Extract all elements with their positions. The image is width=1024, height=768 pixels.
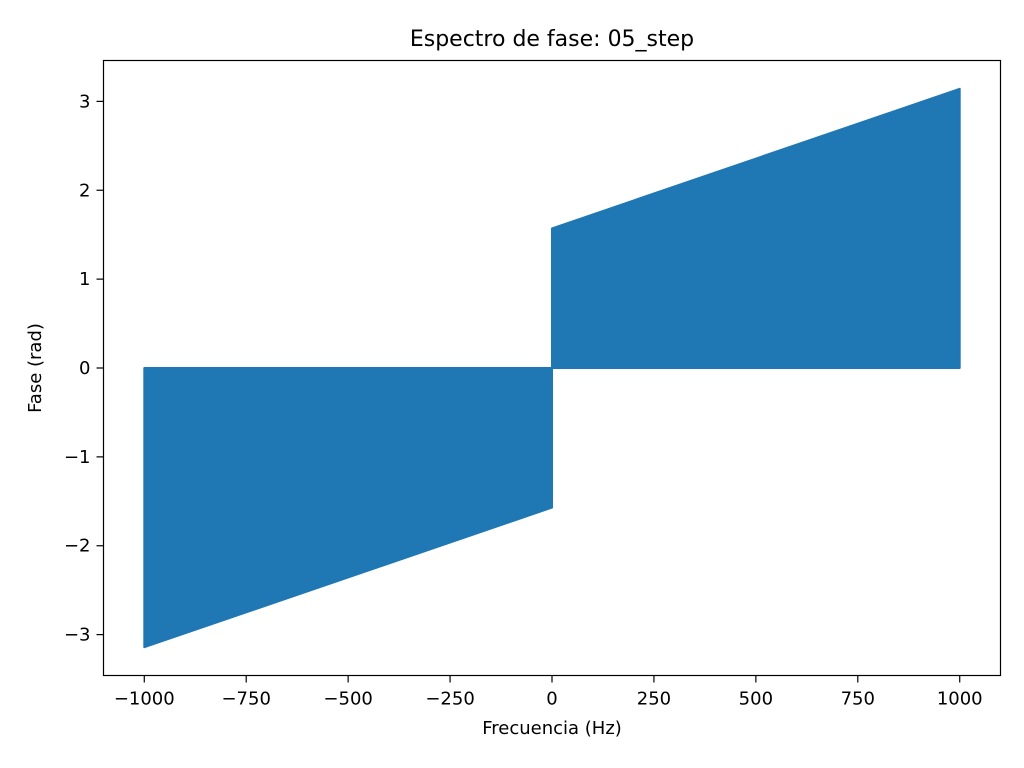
x-tick-label: 750 <box>841 689 875 710</box>
y-tick-label: 0 <box>79 358 90 379</box>
y-tick-label: −3 <box>64 625 91 646</box>
x-tick-label: −250 <box>425 689 474 710</box>
y-axis-label: Fase (rad) <box>25 323 46 413</box>
y-tick-label: −2 <box>64 536 91 557</box>
chart-title: Espectro de fase: 05_step <box>410 27 694 52</box>
y-tick-label: −1 <box>64 447 91 468</box>
y-tick-label: 2 <box>79 180 90 201</box>
x-tick-label: 500 <box>739 689 773 710</box>
x-axis-label: Frecuencia (Hz) <box>482 718 622 739</box>
x-axis-ticks: −1000 −750 −500 −250 0 250 500 750 1000 <box>114 675 983 710</box>
x-tick-label: 250 <box>637 689 671 710</box>
y-axis-ticks: −3 −2 −1 0 1 2 3 <box>64 91 104 646</box>
x-tick-label: −750 <box>221 689 270 710</box>
x-tick-label: 1000 <box>937 689 983 710</box>
data-layer <box>143 87 961 649</box>
x-tick-label: −1000 <box>114 689 175 710</box>
x-tick-label: 0 <box>546 689 557 710</box>
y-tick-label: 3 <box>79 91 90 112</box>
phase-band-negative-freq <box>143 367 553 649</box>
x-tick-label: −500 <box>323 689 372 710</box>
phase-band-positive-freq <box>551 87 961 369</box>
y-tick-label: 1 <box>79 269 90 290</box>
